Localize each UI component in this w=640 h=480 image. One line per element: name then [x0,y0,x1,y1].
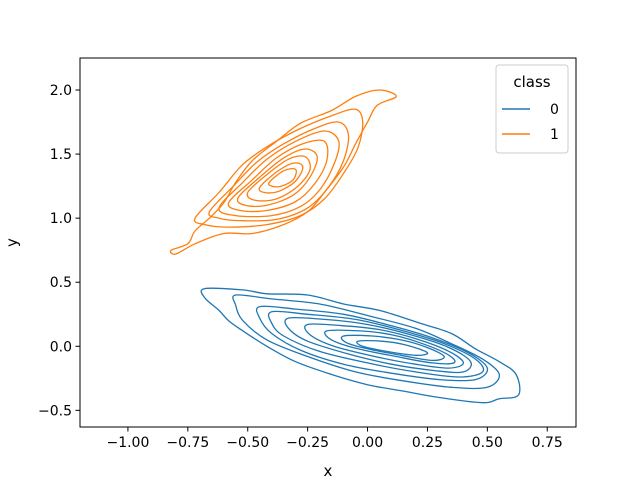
series-1-contour-level-5 [227,139,329,213]
y-tick-label: −0.5 [38,403,72,419]
series-0-contour-level-1 [200,287,521,404]
y-axis-label: y [3,238,21,247]
y-tick-label: 1.0 [50,211,72,227]
y-tick-label: 2.0 [50,83,72,99]
series-1-contour-level-8 [258,162,304,194]
legend: class 01 [495,64,569,154]
series-0-contour-level-9 [356,339,429,356]
series-0-contour-level-6 [304,323,465,369]
legend-label-0: 0 [550,102,559,118]
legend-title: class [513,73,550,91]
series-0-contour-level-8 [340,334,445,362]
x-axis: −1.00 −0.75 −0.50 −0.25 0.00 0.25 0.50 0.75 [106,427,563,451]
legend-label-1: 1 [550,127,559,143]
x-tick-label: −0.50 [226,435,269,451]
x-tick-label: 0.50 [472,435,503,451]
x-tick-label: −0.25 [286,435,329,451]
x-tick-label: 0.25 [412,435,443,451]
series-1-contour-level-9 [267,168,297,188]
x-tick-label: 0.75 [532,435,563,451]
x-tick-label: 0.00 [352,435,383,451]
series-0-contour-level-7 [324,329,456,365]
series-1-contour-level-2 [193,108,364,228]
series-0-contours [200,287,521,404]
legend-box [495,64,569,154]
plot-area [169,89,521,404]
x-axis-label: x [324,462,333,480]
series-1-contour-level-6 [236,148,318,208]
series-1-contour-level-3 [208,121,350,222]
y-tick-label: 0.0 [50,339,72,355]
series-0-contour-level-4 [267,310,485,378]
series-1-contour-level-7 [246,155,311,202]
legend-entries: 01 [502,102,559,143]
series-0-contour-level-5 [284,316,472,374]
series-1-contours [169,89,397,255]
y-tick-label: 0.5 [50,275,72,291]
series-1-contour-level-4 [218,130,340,218]
x-tick-label: −0.75 [166,435,209,451]
series-0-contour-level-2 [232,294,500,390]
y-tick-label: 1.5 [50,147,72,163]
axes-frame [79,57,577,428]
series-1-contour-level-1 [169,89,397,255]
series-0-contour-level-3 [255,305,489,382]
y-axis: −0.5 0.0 0.5 1.0 1.5 2.0 [38,83,80,419]
x-tick-label: −1.00 [106,435,149,451]
